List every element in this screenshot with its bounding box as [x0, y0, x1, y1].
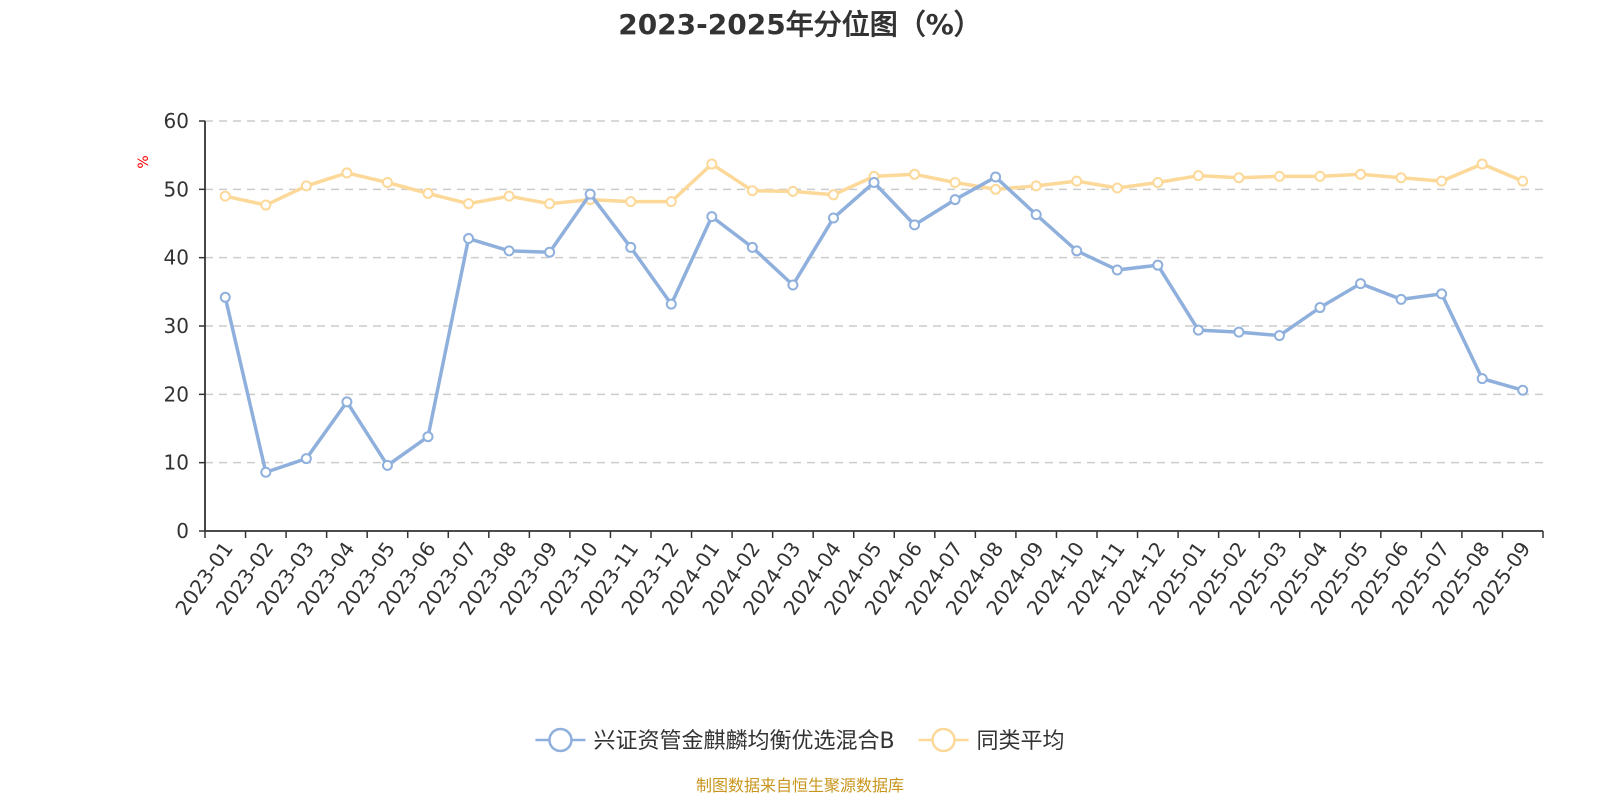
legend-item-2[interactable]: 同类平均	[918, 727, 1065, 754]
series-layer	[219, 158, 1529, 478]
legend-item-1[interactable]: 兴证资管金麒麟均衡优选混合B	[535, 727, 895, 754]
series-line	[223, 175, 1525, 474]
data-point[interactable]	[219, 190, 231, 202]
data-point[interactable]	[422, 431, 434, 443]
data-point[interactable]	[665, 298, 677, 310]
data-point[interactable]	[584, 188, 596, 200]
data-point[interactable]	[625, 241, 637, 253]
data-point[interactable]	[625, 196, 637, 208]
y-tick-label: 20	[164, 382, 189, 406]
data-point[interactable]	[990, 183, 1002, 195]
data-point[interactable]	[787, 185, 799, 197]
data-point[interactable]	[1476, 158, 1488, 170]
data-point[interactable]	[300, 453, 312, 465]
y-axis-unit-label: %	[136, 155, 152, 168]
data-point[interactable]	[341, 167, 353, 179]
y-tick-label: 50	[164, 177, 189, 201]
data-point[interactable]	[1314, 170, 1326, 182]
legend[interactable]: 兴证资管金麒麟均衡优选混合B 同类平均	[535, 727, 1065, 754]
data-point[interactable]	[1192, 170, 1204, 182]
data-point[interactable]	[1355, 168, 1367, 180]
data-point[interactable]	[1273, 170, 1285, 182]
data-point[interactable]	[706, 211, 718, 223]
y-tick-label: 60	[164, 109, 189, 133]
data-point[interactable]	[1314, 302, 1326, 314]
source-note: 制图数据来自恒生聚源数据库	[696, 776, 904, 795]
series-1	[219, 171, 1529, 478]
data-point[interactable]	[1395, 293, 1407, 305]
data-point[interactable]	[949, 194, 961, 206]
data-point[interactable]	[827, 212, 839, 224]
data-point[interactable]	[1233, 172, 1245, 184]
data-point[interactable]	[1273, 330, 1285, 342]
data-point[interactable]	[787, 279, 799, 291]
data-point[interactable]	[1152, 177, 1164, 188]
data-point[interactable]	[381, 177, 393, 188]
data-point[interactable]	[1436, 175, 1448, 187]
data-point[interactable]	[503, 245, 515, 257]
data-point[interactable]	[544, 198, 556, 210]
legend-label: 同类平均	[977, 729, 1065, 754]
data-point[interactable]	[463, 198, 475, 210]
data-point[interactable]	[341, 396, 353, 408]
data-point[interactable]	[1395, 172, 1407, 184]
data-point[interactable]	[1071, 175, 1083, 187]
chart-title: 2023-2025年分位图（%）	[618, 8, 982, 41]
data-point[interactable]	[1111, 182, 1123, 194]
data-point[interactable]	[422, 187, 434, 199]
data-point[interactable]	[1030, 180, 1042, 192]
data-point[interactable]	[706, 158, 718, 170]
data-point[interactable]	[868, 177, 880, 188]
data-point[interactable]	[260, 199, 272, 211]
data-point[interactable]	[1111, 264, 1123, 276]
legend-circle-icon	[548, 727, 573, 753]
y-tick-label: 10	[164, 451, 189, 475]
data-point[interactable]	[260, 466, 272, 478]
data-point[interactable]	[1517, 175, 1529, 187]
data-point[interactable]	[1152, 259, 1164, 271]
data-point[interactable]	[746, 185, 758, 197]
y-tick-label: 40	[164, 246, 189, 270]
data-point[interactable]	[544, 246, 556, 258]
axes	[204, 121, 1543, 532]
data-point[interactable]	[1436, 288, 1448, 300]
data-point[interactable]	[300, 180, 312, 192]
data-point[interactable]	[949, 177, 961, 188]
data-point[interactable]	[503, 190, 515, 202]
data-point[interactable]	[1517, 384, 1529, 396]
data-point[interactable]	[1192, 324, 1204, 336]
data-point[interactable]	[1233, 326, 1245, 338]
data-point[interactable]	[1355, 278, 1367, 290]
data-point[interactable]	[463, 233, 475, 245]
x-axis-ticks: 2023-012023-022023-032023-042023-052023-…	[170, 531, 1544, 619]
data-point[interactable]	[909, 219, 921, 231]
series-2	[219, 158, 1529, 211]
data-point[interactable]	[1030, 209, 1042, 221]
data-point[interactable]	[909, 168, 921, 180]
y-tick-label: 0	[176, 519, 189, 543]
data-point[interactable]	[827, 189, 839, 201]
data-point[interactable]	[990, 171, 1002, 183]
legend-circle-icon	[931, 727, 956, 753]
y-tick-label: 30	[164, 314, 189, 338]
data-point[interactable]	[1071, 245, 1083, 257]
data-point[interactable]	[381, 459, 393, 471]
data-point[interactable]	[746, 241, 758, 253]
data-point[interactable]	[219, 291, 231, 303]
legend-label: 兴证资管金麒麟均衡优选混合B	[593, 729, 894, 754]
data-point[interactable]	[665, 196, 677, 208]
y-axis-ticks: 0 10 20 30 40 50 60	[164, 109, 205, 543]
data-point[interactable]	[1476, 373, 1488, 385]
